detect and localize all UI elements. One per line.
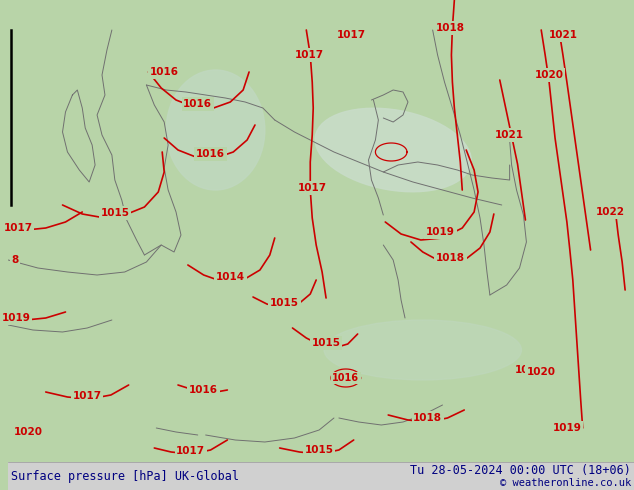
Text: 1018: 1018	[436, 253, 465, 263]
Text: 1019: 1019	[2, 313, 30, 323]
Text: Surface pressure [hPa] UK-Global: Surface pressure [hPa] UK-Global	[11, 469, 239, 483]
Text: 1020: 1020	[527, 367, 556, 377]
Text: 1017: 1017	[176, 446, 205, 456]
Text: 1016: 1016	[183, 99, 212, 109]
Text: 1016: 1016	[150, 67, 179, 77]
Text: 1017: 1017	[295, 50, 324, 60]
Ellipse shape	[324, 320, 522, 380]
Bar	[8, 462, 634, 490]
Text: 1021: 1021	[495, 130, 524, 140]
Text: 1019: 1019	[552, 423, 581, 433]
Text: 1019: 1019	[426, 227, 455, 237]
Text: 1015: 1015	[270, 298, 299, 308]
Text: 1016: 1016	[196, 149, 225, 159]
Text: 1016: 1016	[332, 373, 359, 383]
Text: 1018: 1018	[436, 23, 465, 33]
Text: 1015: 1015	[305, 445, 333, 455]
Text: 8: 8	[11, 255, 18, 265]
Text: 1014: 1014	[216, 272, 245, 282]
Text: 1015: 1015	[100, 208, 129, 218]
Text: 1017: 1017	[337, 30, 366, 40]
Text: 1018: 1018	[413, 413, 443, 423]
Text: 1017: 1017	[73, 391, 102, 401]
Text: 1021: 1021	[548, 30, 578, 40]
Text: 1020: 1020	[534, 70, 564, 80]
Text: 1020: 1020	[14, 427, 43, 437]
Text: 1020: 1020	[515, 365, 544, 375]
Ellipse shape	[166, 70, 265, 190]
Text: 1016: 1016	[189, 385, 218, 395]
Ellipse shape	[315, 108, 471, 192]
Text: 1017: 1017	[298, 183, 327, 193]
Text: 1017: 1017	[4, 223, 33, 233]
Text: Tu 28-05-2024 00:00 UTC (18+06): Tu 28-05-2024 00:00 UTC (18+06)	[410, 464, 631, 476]
Text: 1015: 1015	[311, 338, 340, 348]
Text: © weatheronline.co.uk: © weatheronline.co.uk	[500, 478, 631, 488]
Text: 1022: 1022	[596, 207, 625, 217]
